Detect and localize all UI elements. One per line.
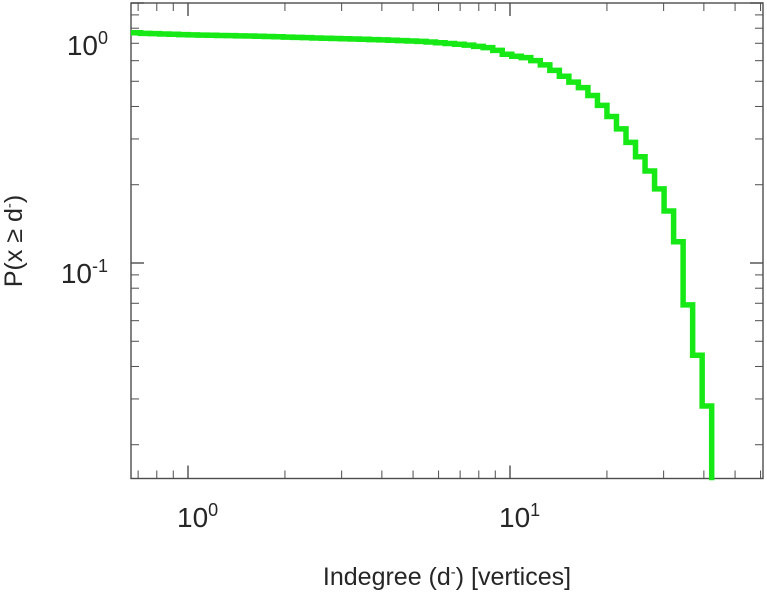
- svg-text:100: 100: [67, 28, 108, 61]
- svg-text:101: 101: [499, 500, 540, 533]
- svg-text:Indegree (d-) [vertices]: Indegree (d-) [vertices]: [323, 563, 571, 591]
- svg-text:100: 100: [177, 500, 218, 533]
- svg-text:10-1: 10-1: [61, 256, 108, 289]
- svg-text:P(x ≥ d-): P(x ≥ d-): [0, 195, 28, 287]
